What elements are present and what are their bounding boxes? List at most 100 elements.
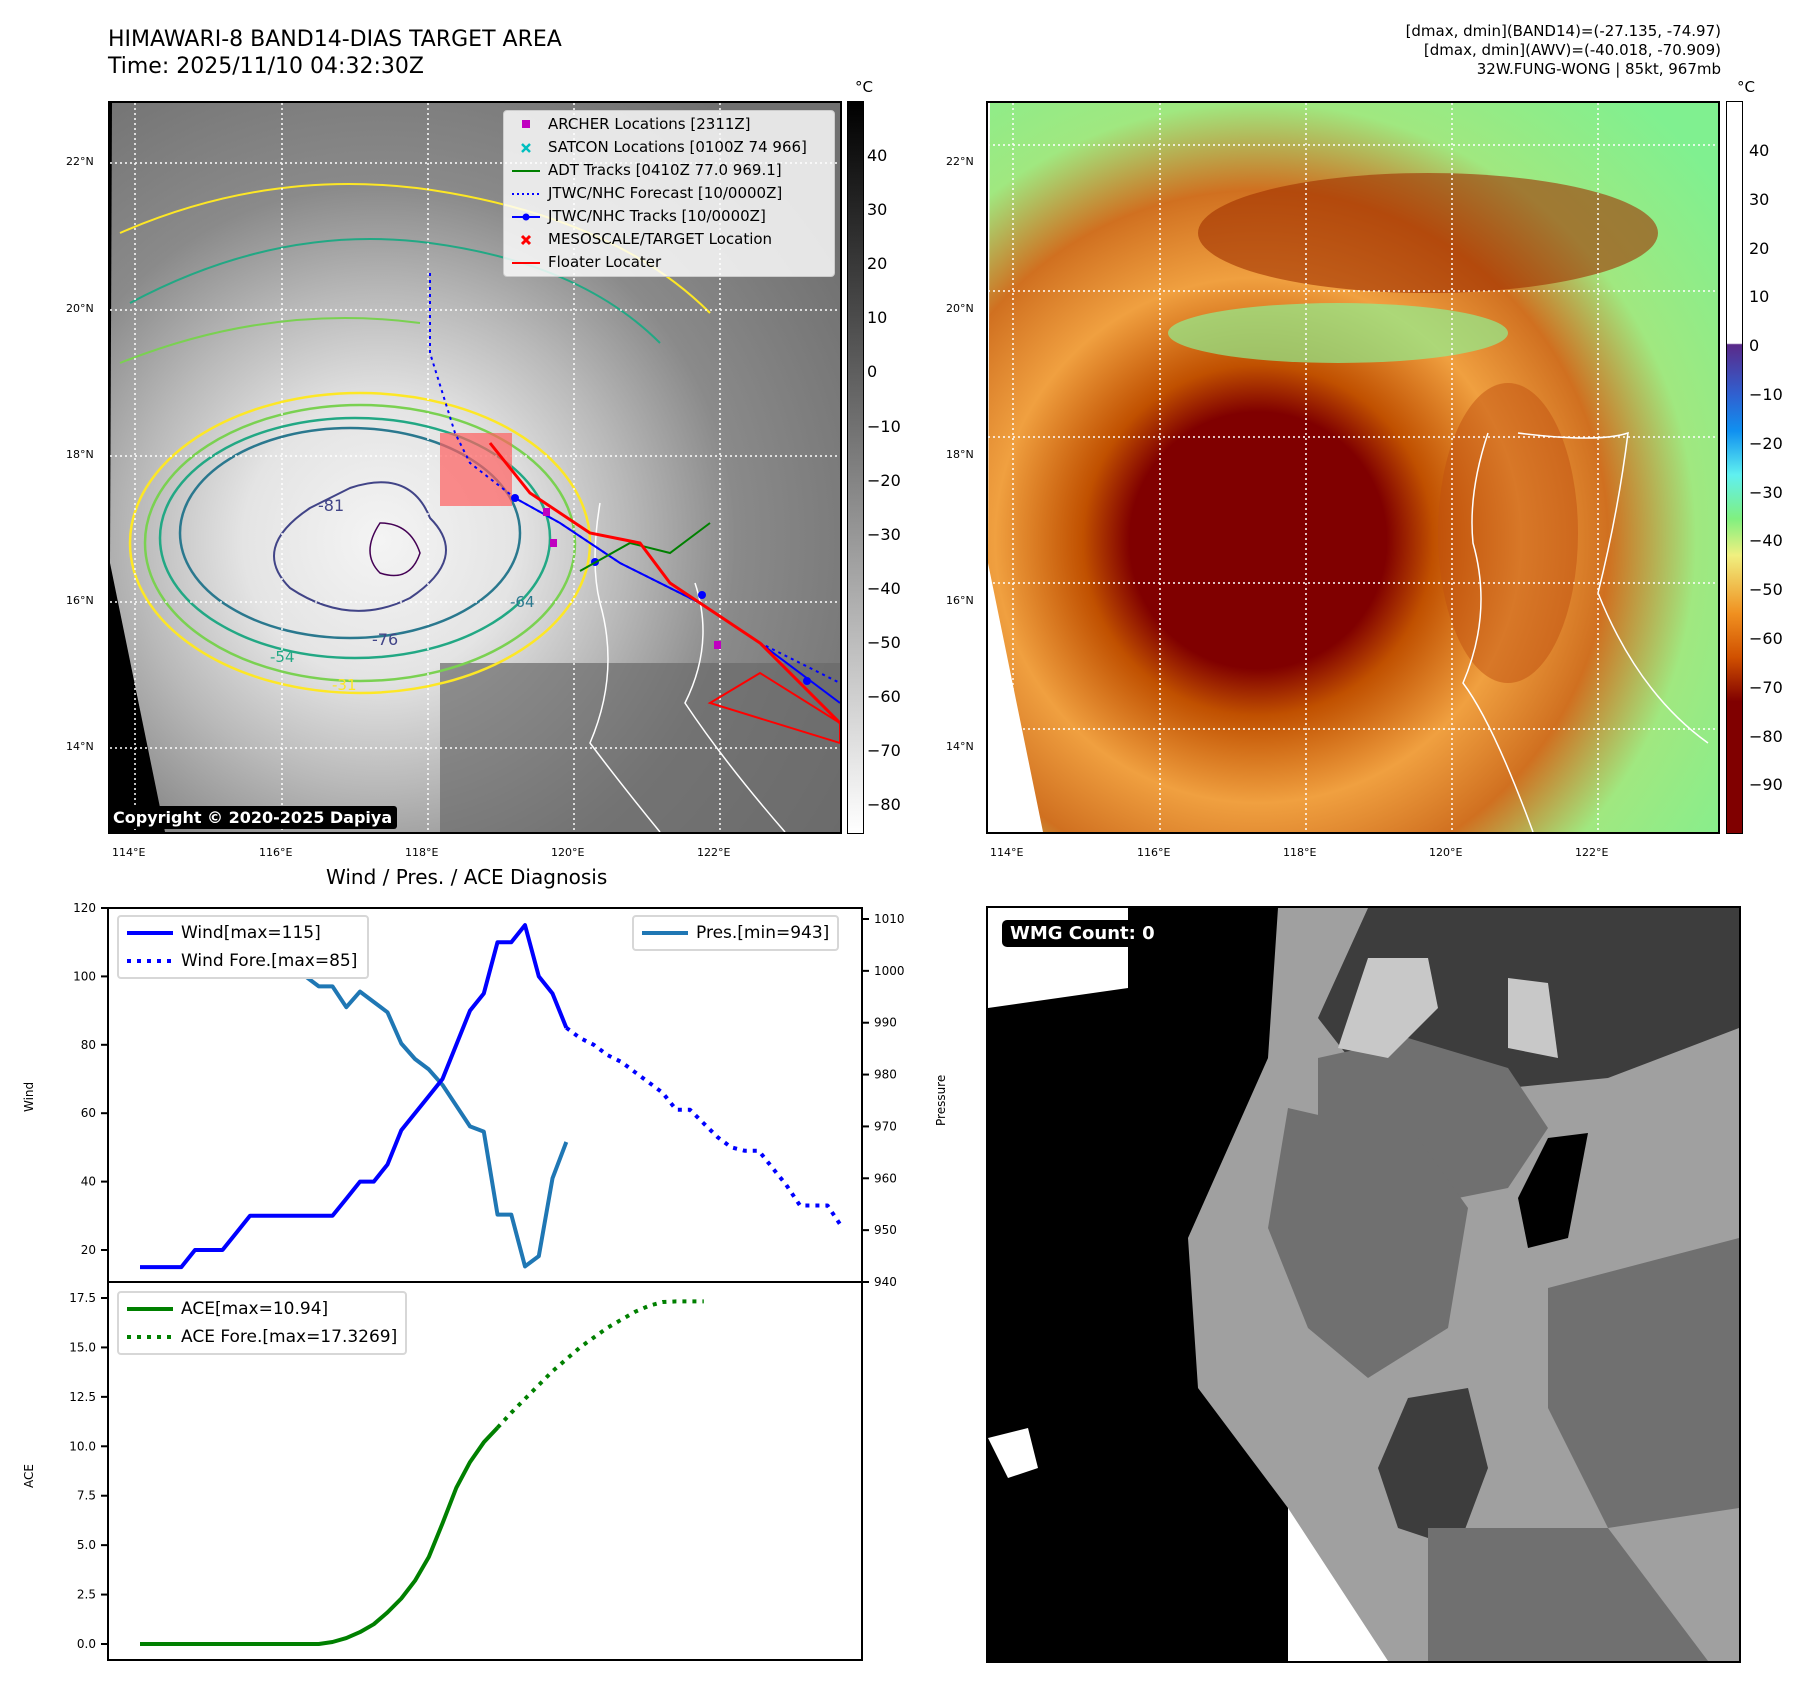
colorbar-tick: −60: [1749, 629, 1783, 648]
colorbar-tick: 40: [867, 146, 888, 165]
colorbar-tick: −10: [1749, 385, 1783, 404]
dotted-line-icon: [512, 193, 540, 195]
copyright-label: Copyright © 2020-2025 Dapiya: [108, 806, 398, 829]
figure-title: HIMAWARI-8 BAND14-DIAS TARGET AREA Time: …: [108, 26, 562, 80]
contour-label-81: -81: [318, 496, 345, 515]
wind-forecast-line: [565, 1026, 843, 1228]
awv-map-image: [988, 103, 1718, 832]
pressure-tick-label: 950: [874, 1223, 897, 1237]
band14-map-image: [110, 103, 840, 832]
colorbar-tick: 10: [1749, 287, 1770, 307]
colorbar-tick: −20: [1749, 433, 1783, 453]
ace-tick-label: 5.0: [77, 1538, 96, 1552]
legend-label: ACE Fore.[max=17.3269]: [181, 1327, 398, 1347]
colorbar-tick: −20: [867, 470, 901, 490]
lon-tick: 116°E: [1137, 846, 1171, 859]
legend-wind-forecast: Wind Fore.[max=85]: [119, 947, 357, 975]
wind-tick-label: 40: [81, 1175, 96, 1189]
wind-tick-label: 20: [81, 1243, 96, 1257]
dotted-line-icon: [127, 959, 173, 963]
colorbar-tick: −10: [867, 416, 901, 436]
legend-label: ADT Tracks [0410Z 77.0 969.1]: [548, 161, 782, 179]
ace-tick-label: 0.0: [77, 1637, 96, 1651]
legend-mesoscale: MESOSCALE/TARGET Location: [504, 228, 834, 251]
chart-title: Wind / Pres. / ACE Diagnosis: [326, 865, 608, 889]
pressure-tick-label: 940: [874, 1275, 897, 1289]
ace-line: [140, 1426, 499, 1646]
contour-label-31: -31: [332, 676, 357, 694]
lon-tick: 122°E: [697, 846, 731, 859]
lon-tick: 114°E: [112, 846, 146, 859]
contour-label-76: -76: [372, 630, 399, 649]
lon-tick: 118°E: [405, 846, 439, 859]
solid-line-icon: [127, 931, 173, 935]
awv-range: [dmax, dmin](AWV)=(-40.018, -70.909): [1423, 41, 1721, 59]
colorbar-tick: −50: [1749, 580, 1783, 600]
wmg-count-badge: WMG Count: 0: [1002, 920, 1163, 947]
legend-label: MESOSCALE/TARGET Location: [548, 230, 773, 248]
lat-tick: 22°N: [946, 155, 974, 168]
legend-label: JTWC/NHC Tracks [10/0000Z]: [548, 207, 766, 225]
pressure-tick-label: 960: [874, 1171, 897, 1185]
ace-legend: ACE[max=10.94] ACE Fore.[max=17.3269]: [117, 1291, 408, 1355]
title-line-2: Time: 2025/11/10 04:32:30Z: [108, 54, 424, 79]
line-dot-icon: [512, 213, 540, 221]
colorbar-unit: °C: [855, 78, 873, 96]
colorbar-tick: −70: [867, 741, 901, 761]
awv-colorbar: [1726, 101, 1743, 834]
lon-tick: 122°E: [1575, 846, 1609, 859]
lon-tick: 114°E: [990, 846, 1024, 859]
lat-tick: 16°N: [66, 594, 94, 607]
colorbar-tick: −70: [1749, 677, 1783, 697]
colorbar-tick: −60: [867, 687, 901, 706]
line-marker-icon: [512, 170, 540, 172]
lon-tick: 118°E: [1283, 846, 1317, 859]
colorbar-tick: −80: [1749, 726, 1783, 746]
colorbar-tick: −50: [867, 632, 901, 652]
colorbar-tick: −30: [1749, 482, 1783, 502]
x-marker-icon: [521, 143, 531, 153]
ace-forecast-line: [496, 1299, 704, 1430]
ace-tick-label: 15.0: [69, 1340, 96, 1354]
legend-archer: ARCHER Locations [2311Z]: [504, 113, 834, 136]
legend-forecast: JTWC/NHC Forecast [10/0000Z]: [504, 182, 834, 205]
colorbar-tick: 30: [1749, 189, 1770, 209]
colorbar-tick: −40: [867, 578, 901, 598]
legend-pressure: Pres.[min=943]: [634, 919, 829, 947]
contour-label-64: -64: [510, 593, 535, 611]
legend-label: ACE[max=10.94]: [181, 1299, 329, 1319]
storm-summary: 32W.FUNG-WONG | 85kt, 967mb: [1476, 60, 1721, 78]
square-marker-icon: [522, 120, 530, 128]
solid-line-icon: [642, 931, 688, 935]
band14-range: [dmax, dmin](BAND14)=(-27.135, -74.97): [1405, 22, 1721, 40]
contour-label-54: -54: [270, 648, 295, 666]
lon-tick: 120°E: [551, 846, 585, 859]
wind-tick-label: 80: [81, 1038, 96, 1052]
band14-colorbar: [847, 101, 864, 834]
colorbar-tick: 0: [867, 362, 878, 382]
pressure-tick-label: 970: [874, 1119, 897, 1133]
legend-ace-forecast: ACE Fore.[max=17.3269]: [119, 1323, 397, 1351]
colorbar-tick: 0: [1749, 336, 1760, 356]
pressure-tick-label: 990: [874, 1016, 897, 1030]
title-line-1: HIMAWARI-8 BAND14-DIAS TARGET AREA: [108, 27, 562, 52]
ace-tick-label: 10.0: [69, 1439, 96, 1453]
lat-tick: 14°N: [946, 740, 974, 753]
wind-tick-label: 60: [81, 1106, 96, 1120]
x-marker-icon: [520, 234, 532, 246]
lat-tick: 16°N: [946, 594, 974, 607]
colorbar-unit: °C: [1737, 78, 1755, 96]
colorbar-tick: −90: [1749, 775, 1783, 795]
ace-axes: [107, 1281, 863, 1661]
wind-tick-label: 100: [73, 969, 96, 983]
colorbar-tick: 30: [867, 200, 888, 220]
legend-ace: ACE[max=10.94]: [119, 1295, 397, 1323]
legend-label: SATCON Locations [0100Z 74 966]: [548, 138, 807, 156]
wmg-panel: [986, 906, 1741, 1663]
ace-tick-label: 2.5: [77, 1588, 96, 1602]
legend-tracks: JTWC/NHC Tracks [10/0000Z]: [504, 205, 834, 228]
legend-adt: ADT Tracks [0410Z 77.0 969.1]: [504, 159, 834, 182]
legend-wind: Wind[max=115]: [119, 919, 357, 947]
legend-label: Wind Fore.[max=85]: [181, 951, 358, 971]
colorbar-tick: 40: [1749, 141, 1770, 160]
